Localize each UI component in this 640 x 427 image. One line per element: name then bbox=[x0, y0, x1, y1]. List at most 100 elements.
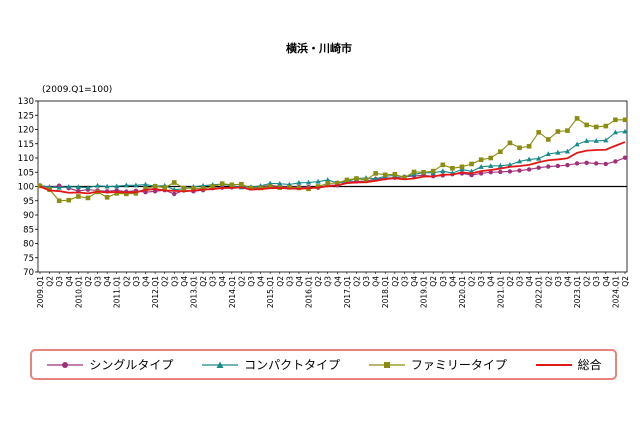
series-point-family bbox=[593, 124, 599, 130]
series-point-single bbox=[536, 165, 541, 170]
x-tick-label: Q2 bbox=[237, 276, 246, 287]
series-point-compact bbox=[315, 178, 321, 184]
x-tick-label: Q4 bbox=[372, 276, 381, 287]
series-point-family bbox=[143, 186, 148, 192]
series-point-family bbox=[430, 168, 436, 174]
series-point-family bbox=[191, 185, 196, 191]
series-point-single bbox=[584, 160, 589, 166]
x-tick-label: Q2 bbox=[84, 276, 93, 287]
series-point-single bbox=[555, 163, 561, 169]
series-point-family bbox=[210, 184, 215, 189]
series-point-compact bbox=[305, 179, 312, 185]
series-point-family bbox=[133, 191, 139, 196]
x-tick-label: Q3 bbox=[209, 276, 218, 287]
legend-item-single: シングルタイプ bbox=[45, 356, 173, 373]
x-tick-label: Q2 bbox=[468, 276, 477, 287]
x-tick-label: 2023.Q1 bbox=[573, 276, 582, 308]
y-tick-label: 80 bbox=[23, 240, 34, 250]
x-tick-label: 2009.Q1 bbox=[36, 276, 45, 308]
x-tick-label: Q3 bbox=[477, 276, 486, 287]
legend-swatch-total bbox=[535, 363, 572, 366]
series-point-compact bbox=[325, 177, 331, 182]
legend-label-family: ファミリータイプ bbox=[410, 358, 507, 372]
series-point-compact bbox=[277, 180, 283, 186]
x-tick-label: Q3 bbox=[94, 276, 103, 287]
series-point-compact bbox=[66, 183, 72, 189]
chart-title: 横浜・川崎市 bbox=[286, 41, 352, 55]
x-tick-label: 2016.Q1 bbox=[305, 276, 314, 308]
x-tick-label: 2013.Q1 bbox=[189, 276, 198, 308]
x-tick-label: Q4 bbox=[487, 276, 496, 287]
x-tick-label: Q2 bbox=[544, 276, 553, 287]
x-tick-label: Q4 bbox=[295, 276, 304, 287]
x-tick-label: Q3 bbox=[554, 276, 563, 287]
legend-label-compact: コンパクトタイプ bbox=[244, 358, 341, 372]
series-point-family bbox=[258, 185, 263, 191]
x-tick-label: Q4 bbox=[563, 276, 572, 287]
x-tick-label: Q3 bbox=[285, 276, 294, 287]
series-point-family bbox=[526, 144, 532, 149]
legend-swatch-single bbox=[47, 361, 84, 368]
series-point-single bbox=[574, 161, 580, 166]
legend-item-family: ファミリータイプ bbox=[367, 356, 507, 373]
x-tick-label: Q2 bbox=[429, 276, 438, 287]
series-point-compact bbox=[497, 162, 503, 168]
x-tick-label: Q3 bbox=[592, 276, 601, 287]
y-tick-label: 100 bbox=[18, 183, 34, 193]
series-point-compact bbox=[133, 182, 139, 188]
y-tick-label: 70 bbox=[23, 268, 34, 278]
series-point-family bbox=[354, 176, 359, 181]
x-tick-label: Q4 bbox=[410, 276, 419, 287]
x-tick-label: Q4 bbox=[525, 276, 534, 287]
x-tick-label: Q4 bbox=[333, 276, 342, 287]
x-tick-label: 2017.Q1 bbox=[343, 276, 352, 308]
series-point-family bbox=[56, 198, 62, 204]
x-tick-label: Q2 bbox=[199, 276, 208, 287]
y-tick-label: 115 bbox=[18, 140, 34, 150]
legend-swatch-family bbox=[368, 361, 405, 368]
series-point-single bbox=[565, 162, 570, 168]
series-point-family bbox=[517, 145, 522, 151]
series-point-family bbox=[152, 183, 158, 189]
legend-item-total: 総合 bbox=[534, 356, 602, 373]
series-point-compact bbox=[564, 148, 571, 154]
x-tick-label: Q3 bbox=[439, 276, 448, 287]
x-tick-label: Q2 bbox=[46, 276, 55, 287]
series-point-single bbox=[603, 161, 609, 167]
series-point-compact bbox=[622, 128, 628, 134]
series-line-3 bbox=[39, 141, 626, 195]
series-point-single bbox=[498, 169, 503, 175]
series-point-family bbox=[459, 164, 465, 170]
x-tick-label: Q2 bbox=[391, 276, 400, 287]
series-point-compact bbox=[488, 163, 494, 168]
series-point-family bbox=[363, 177, 369, 183]
series-point-family bbox=[421, 169, 426, 175]
legend: シングルタイプ コンパクトタイプ ファミリータイプ 総合 bbox=[30, 349, 617, 380]
series-point-compact bbox=[440, 168, 446, 174]
series-point-family bbox=[478, 157, 484, 163]
series-point-compact bbox=[123, 182, 129, 188]
series-point-family bbox=[66, 197, 72, 203]
base-note: (2009.Q1=100) bbox=[42, 85, 112, 95]
series-point-compact bbox=[536, 155, 542, 161]
series-point-family bbox=[124, 191, 129, 197]
y-tick-label: 125 bbox=[18, 111, 34, 121]
x-tick-label: Q2 bbox=[276, 276, 285, 287]
series-point-compact bbox=[267, 180, 273, 186]
y-tick-label: 75 bbox=[23, 254, 34, 264]
series-point-compact bbox=[555, 149, 561, 155]
series-point-compact bbox=[603, 137, 609, 143]
series-point-family bbox=[325, 181, 331, 186]
series-point-single bbox=[488, 170, 493, 175]
series-point-family bbox=[565, 128, 570, 133]
series-point-single bbox=[507, 169, 513, 174]
series-point-single bbox=[172, 191, 177, 197]
series-point-family bbox=[37, 183, 43, 189]
series-point-compact bbox=[296, 179, 302, 185]
series-point-compact bbox=[574, 141, 580, 147]
x-tick-label: Q2 bbox=[161, 276, 170, 287]
x-tick-label: 2020.Q1 bbox=[458, 276, 467, 308]
series-point-family bbox=[267, 184, 273, 189]
series-point-family bbox=[248, 185, 254, 191]
